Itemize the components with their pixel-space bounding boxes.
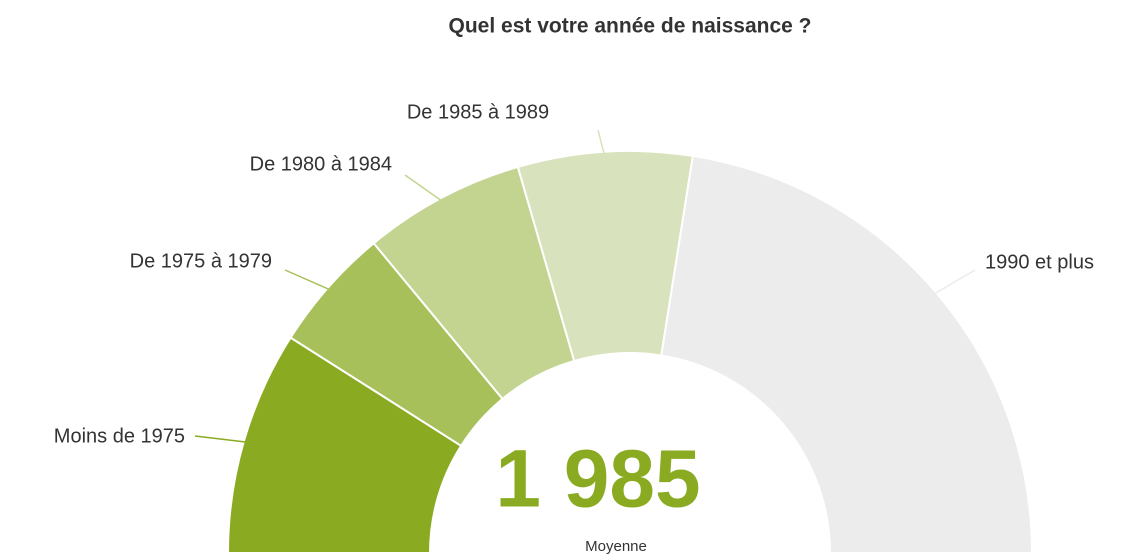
chart-title: Quel est votre année de naissance ?: [449, 15, 812, 38]
leader-line: [284, 269, 334, 292]
segment-label: De 1985 à 1989: [407, 101, 549, 123]
segment-label: 1990 et plus: [985, 251, 1094, 273]
center-value: 1 985: [495, 434, 700, 525]
leader-line: [930, 269, 976, 297]
segment-label: De 1980 à 1984: [250, 153, 392, 175]
segment-label: De 1975 à 1979: [130, 250, 272, 272]
center-label: Moyenne: [585, 538, 647, 555]
segment-label: Moins de 1975: [54, 425, 185, 447]
leader-line: [597, 129, 606, 158]
leader-line: [404, 174, 446, 204]
leader-line: [194, 435, 250, 444]
donut-segment: [660, 154, 1034, 554]
